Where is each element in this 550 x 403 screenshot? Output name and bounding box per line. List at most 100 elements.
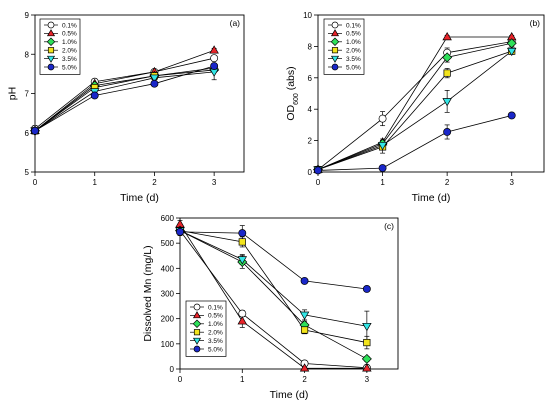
legend-marker [46, 29, 56, 37]
legend-label: 0.5% [62, 31, 77, 38]
y-tick-label: 6 [25, 129, 30, 138]
legend-label: 0.5% [208, 313, 223, 320]
legend-marker [193, 329, 201, 336]
legend-marker [46, 55, 56, 63]
data-point [507, 111, 516, 120]
data-point [363, 338, 371, 347]
legend-marker [193, 345, 201, 353]
series-line [34, 67, 215, 132]
legend-label: 0.1% [62, 22, 77, 29]
legend-marker [47, 47, 55, 54]
y-tick-label: 400 [161, 264, 175, 273]
legend-marker [192, 311, 202, 319]
chart-panel-b: 0 1 2 3 0 2 4 6 8 10 Time (d) OD600 (abs) (b) 0.1% 0.5… [285, 11, 545, 204]
x-tick-label: 1 [240, 375, 245, 384]
data-point [362, 285, 371, 293]
y-tick-label: 2 [308, 137, 313, 146]
data-point [377, 142, 388, 151]
legend-label: 3.5% [346, 56, 361, 63]
panel-tag: (b) [530, 18, 541, 28]
data-point [299, 311, 310, 320]
data-point [300, 326, 309, 334]
series-line [317, 50, 512, 171]
legend-marker [47, 63, 55, 71]
legend-box [185, 300, 227, 357]
y-tick-label: 0 [308, 168, 313, 177]
legend-marker [330, 55, 340, 63]
legend-marker [330, 37, 340, 47]
y-tick-label: 10 [303, 11, 312, 20]
x-tick-label: 2 [445, 178, 450, 187]
legend-label: 0.1% [208, 304, 223, 311]
x-tick-label: 2 [152, 178, 157, 187]
chart-panel-a: 0 1 2 3 5 6 7 8 9 Time (d) pH (a) 0.1% 0.5%1.0% 2.0%3.… [6, 11, 245, 204]
data-point [149, 74, 160, 83]
y-axis-label: OD600 (abs) [285, 66, 300, 120]
series-line [179, 230, 367, 327]
legend-marker [331, 63, 339, 71]
x-tick-label: 3 [365, 375, 370, 384]
legend-label: 5.0% [346, 64, 361, 71]
plot-frame [317, 14, 545, 173]
legend-label: 0.1% [346, 22, 361, 29]
legend-label: 2.0% [62, 48, 77, 55]
data-point [300, 276, 309, 285]
legend-label: 5.0% [208, 346, 223, 353]
legend-label: 2.0% [346, 48, 361, 55]
y-axis-label: pH [6, 87, 18, 100]
y-tick-label: 6 [308, 74, 313, 83]
series-line [179, 230, 368, 360]
data-point [209, 68, 219, 77]
legend-label: 5.0% [62, 64, 77, 71]
data-point [238, 238, 246, 246]
data-point [361, 353, 372, 364]
series-line [317, 41, 512, 170]
legend-marker [192, 337, 202, 345]
data-point [237, 256, 248, 265]
y-tick-label: 9 [25, 11, 30, 20]
data-point [442, 52, 453, 63]
legend-box [323, 18, 365, 75]
series-line [317, 42, 512, 171]
x-tick-label: 0 [33, 178, 38, 187]
data-point [299, 363, 310, 372]
legend-label: 2.0% [208, 330, 223, 337]
series-line [317, 115, 512, 171]
y-tick-label: 8 [308, 42, 313, 51]
legend-box [39, 18, 81, 75]
data-point [210, 62, 219, 70]
y-tick-label: 100 [161, 340, 175, 349]
x-tick-label: 1 [380, 178, 385, 187]
data-point [176, 227, 184, 236]
y-tick-label: 500 [161, 239, 175, 248]
x-axis-label: Time (d) [120, 192, 159, 204]
data-point [150, 79, 159, 88]
data-point [378, 114, 387, 123]
x-axis-label: Time (d) [270, 389, 309, 401]
series-line [317, 50, 512, 171]
y-tick-label: 200 [161, 315, 175, 324]
data-point [362, 322, 372, 332]
series-line [34, 57, 215, 130]
y-axis-label: Dissolved Mn (mg/L) [142, 245, 154, 341]
data-point [314, 166, 322, 175]
y-tick-label: 0 [170, 365, 175, 374]
data-point [31, 126, 39, 135]
y-tick-label: 8 [25, 50, 30, 59]
legend-label: 1.0% [62, 39, 77, 46]
legend-label: 3.5% [208, 338, 223, 345]
data-point [506, 47, 517, 57]
legend-marker [46, 37, 56, 47]
data-point [90, 91, 99, 100]
x-tick-label: 1 [92, 178, 97, 187]
legend-label: 1.0% [208, 321, 223, 328]
panel-tag: (a) [230, 18, 241, 28]
series-line [34, 65, 215, 132]
data-point [443, 128, 452, 136]
data-point [362, 363, 372, 372]
series-line [179, 230, 367, 343]
x-tick-label: 0 [178, 375, 183, 384]
legend-marker [331, 47, 339, 54]
legend-marker [192, 319, 202, 329]
